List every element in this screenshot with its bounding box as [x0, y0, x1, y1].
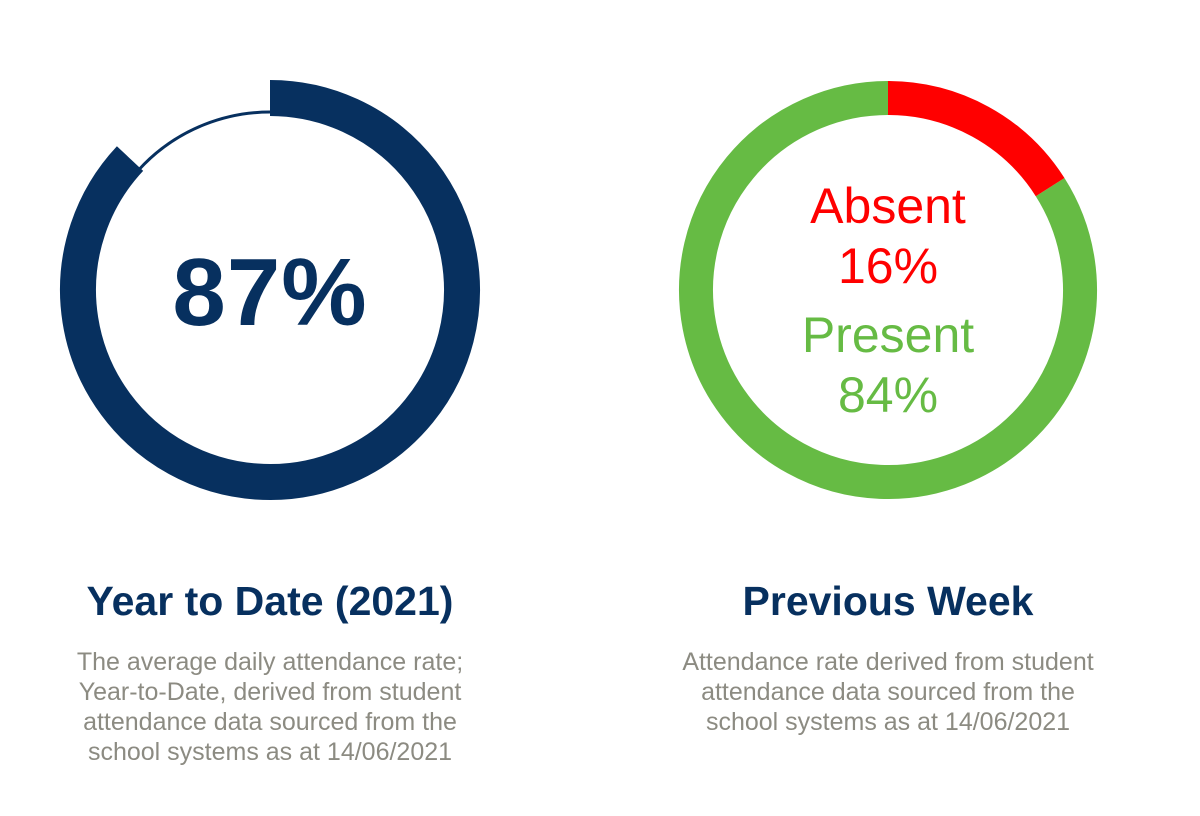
ytd-donut-progress-arc	[60, 80, 480, 500]
week-description: Attendance rate derived from student att…	[588, 647, 1188, 737]
absent-value: 16%	[837, 238, 939, 294]
ytd-donut-chart	[60, 80, 480, 500]
week-desc-line: school systems as at 14/06/2021	[705, 708, 1071, 736]
ytd-panel: 87% Year to Date (2021) The average dail…	[0, 80, 540, 767]
ytd-desc-line: The average daily attendance rate;	[76, 648, 464, 676]
ytd-desc-line: Year-to-Date, derived from student	[78, 678, 462, 706]
week-desc-line: attendance data sourced from the	[701, 678, 1075, 706]
ytd-heading: Year to Date (2021)	[86, 578, 454, 624]
ytd-description: The average daily attendance rate; Year-…	[0, 647, 540, 767]
ytd-desc-line: attendance data sourced from the	[83, 708, 457, 736]
ytd-desc-line: school systems as at 14/06/2021	[87, 738, 453, 766]
week-heading: Previous Week	[742, 578, 1034, 624]
week-slice-absent	[887, 81, 1065, 197]
present-value: 84%	[837, 367, 939, 423]
absent-label: Absent	[810, 178, 966, 234]
week-panel: Absent 16% Present 84% Previous Week Att…	[600, 0, 1200, 816]
week-donut-chart	[679, 81, 1097, 499]
ytd-center-value: 87%	[172, 239, 368, 346]
week-slice-present	[679, 81, 1097, 499]
week-desc-line: Attendance rate derived from student	[682, 648, 1094, 676]
present-label: Present	[801, 307, 975, 363]
